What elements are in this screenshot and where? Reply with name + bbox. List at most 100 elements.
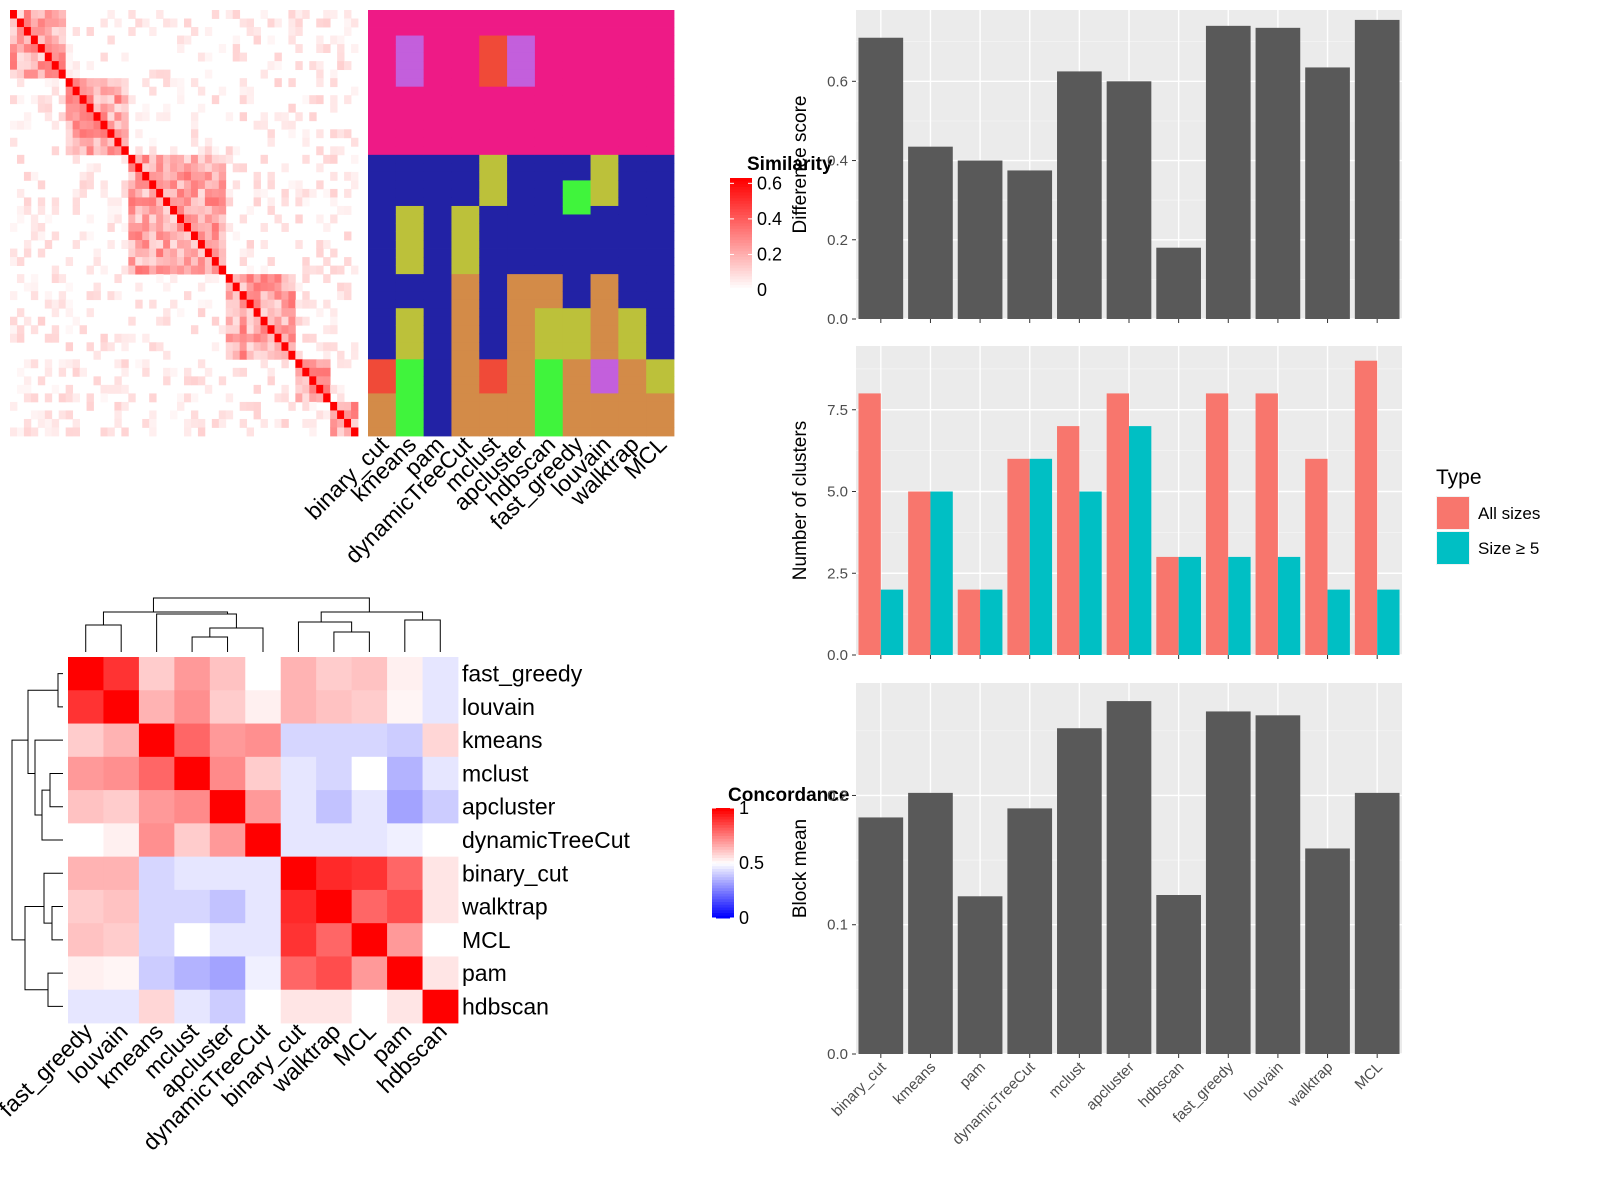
assignment-cell: [646, 427, 675, 437]
similarity-cell: [218, 188, 227, 198]
similarity-cell: [267, 282, 275, 292]
similarity-cell: [121, 146, 129, 156]
similarity-cell: [330, 69, 338, 79]
similarity-cell: [211, 418, 220, 428]
legend-color-step: [712, 819, 734, 823]
similarity-cell: [274, 112, 282, 122]
similarity-cell: [114, 410, 122, 420]
similarity-cell: [149, 214, 157, 224]
similarity-cell: [142, 367, 150, 377]
similarity-cell: [128, 188, 136, 198]
assignment-cell: [562, 248, 591, 258]
similarity-cell: [86, 78, 94, 88]
assignment-cell: [618, 18, 647, 28]
y-axis-title: Number of clusters: [790, 421, 811, 580]
assignment-cell: [646, 61, 675, 71]
similarity-cell: [330, 384, 338, 394]
assignment-cell: [368, 367, 397, 377]
assignment-cell: [590, 35, 619, 45]
similarity-cell: [197, 240, 206, 249]
legend-color-step: [730, 284, 752, 288]
concordance-cell: [103, 756, 140, 791]
assignment-cell: [534, 129, 564, 139]
assignment-cell: [507, 137, 536, 147]
assignment-cell: [423, 78, 452, 88]
similarity-cell: [337, 401, 345, 411]
assignment-cell: [451, 350, 480, 360]
similarity-cell: [170, 78, 178, 88]
assignment-cell: [451, 214, 480, 224]
similarity-cell: [163, 69, 171, 79]
similarity-cell: [170, 265, 178, 275]
similarity-cell: [184, 35, 192, 45]
assignment-cell: [618, 197, 647, 207]
assignment-cell: [507, 61, 536, 71]
similarity-cell: [190, 129, 199, 139]
similarity-cell: [344, 10, 352, 19]
similarity-cell: [10, 95, 18, 105]
bar: [1106, 81, 1152, 319]
similarity-cell: [10, 120, 18, 130]
similarity-cell: [211, 163, 220, 173]
similarity-cell: [65, 137, 74, 147]
similarity-cell: [37, 103, 46, 113]
concordance-cell: [351, 657, 388, 691]
y-tick-label: 0.2: [827, 787, 848, 804]
similarity-cell: [170, 257, 178, 266]
legend-tick-label: 0.2: [757, 244, 782, 264]
similarity-cell: [246, 240, 254, 249]
similarity-cell: [330, 171, 338, 181]
similarity-cell: [330, 418, 338, 428]
similarity-cell: [65, 69, 74, 79]
assignment-cell: [562, 112, 591, 122]
assignment-cell: [395, 384, 425, 394]
legend-color-step: [730, 206, 752, 210]
legend-color-step: [712, 907, 734, 911]
similarity-cell: [16, 69, 25, 79]
similarity-cell: [274, 291, 282, 301]
assignment-cell: [479, 35, 508, 45]
similarity-cell: [30, 359, 39, 369]
similarity-cell: [239, 95, 248, 105]
assignment-cell: [534, 44, 564, 53]
similarity-cell: [309, 61, 317, 71]
similarity-cell: [142, 231, 150, 241]
similarity-cell: [163, 257, 171, 266]
y-tick-label: 0.6: [827, 73, 848, 90]
similarity-cell: [58, 35, 67, 45]
assignment-cell: [534, 35, 564, 45]
assignment-cell: [534, 418, 564, 428]
similarity-cell: [295, 384, 303, 394]
similarity-cell: [142, 197, 150, 207]
similarity-cell: [309, 384, 317, 394]
assignment-cell: [507, 10, 536, 19]
similarity-cell: [295, 10, 303, 19]
similarity-cell: [323, 154, 331, 164]
similarity-cell: [72, 146, 80, 156]
similarity-cell: [170, 154, 178, 164]
y-tick-label: 0.1: [827, 917, 848, 934]
similarity-cell: [16, 188, 25, 198]
concordance-cell: [138, 889, 175, 924]
concordance-cell: [387, 956, 423, 991]
similarity-cell: [323, 393, 331, 403]
concordance-cell: [209, 856, 246, 891]
similarity-cell: [44, 393, 53, 403]
legend-color-step: [712, 835, 734, 839]
similarity-cell: [239, 401, 248, 411]
assignment-cell: [590, 401, 619, 411]
similarity-cell: [156, 69, 164, 79]
assignment-cell: [507, 393, 536, 403]
similarity-cell: [337, 418, 345, 428]
assignment-cell: [590, 214, 619, 224]
similarity-cell: [72, 359, 80, 369]
similarity-cell: [30, 44, 39, 53]
similarity-cell: [267, 333, 275, 343]
concordance-legend: Concordance 10.50: [712, 785, 849, 928]
assignment-cell: [368, 299, 397, 309]
assignment-cell: [507, 197, 536, 207]
assignment-cell: [423, 154, 452, 164]
similarity-cell: [51, 308, 60, 318]
assignment-cell: [562, 401, 591, 411]
assignment-cell: [451, 282, 480, 292]
